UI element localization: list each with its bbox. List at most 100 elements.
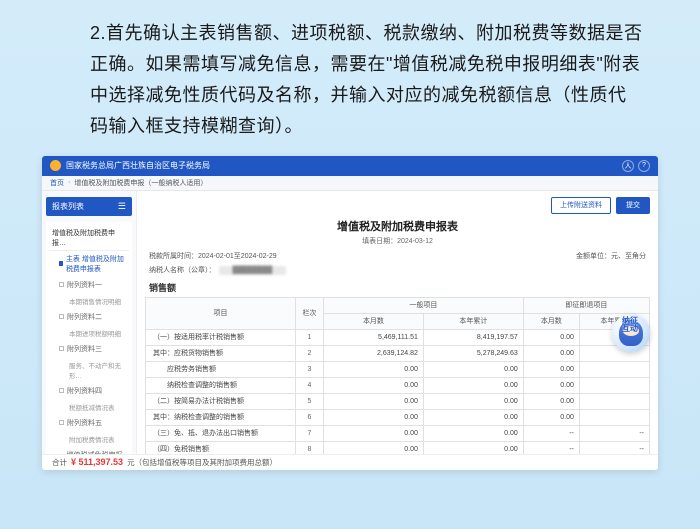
sidebar-header-label: 报表列表: [52, 201, 84, 212]
assistant-widget[interactable]: 纳征互动: [612, 314, 652, 354]
tax-app-window: 国家税务总局广西壮族自治区电子税务局 人 ? 首页 · 增值税及附加税费申报（一…: [42, 156, 658, 470]
cell[interactable]: 0.00: [423, 393, 523, 409]
sidebar-item[interactable]: 附列资料一: [49, 277, 129, 293]
cell[interactable]: --: [579, 425, 649, 441]
row-label: （四）免税销售额: [146, 441, 296, 454]
emblem-icon: [50, 160, 61, 171]
sidebar-item[interactable]: 附列资料四: [49, 383, 129, 399]
sidebar: 报表列表 ☰ 增值税及附加税费申报… 主表 增值税及附加税费申报表附列资料一本期…: [42, 191, 137, 454]
cell[interactable]: [579, 361, 649, 377]
row-num: 7: [296, 425, 324, 441]
row-num: 6: [296, 409, 324, 425]
breadcrumb-path: 增值税及附加税费申报（一般纳税人适用）: [74, 178, 207, 188]
cell[interactable]: 0.00: [523, 377, 579, 393]
table-row: 其中：应税货物销售额22,639,124.825,278,249.630.00: [146, 345, 650, 361]
col-item: 项目: [146, 297, 296, 329]
cell[interactable]: [579, 377, 649, 393]
cell[interactable]: 0.00: [324, 425, 424, 441]
row-num: 3: [296, 361, 324, 377]
cell[interactable]: 5,469,111.51: [324, 329, 424, 345]
cell[interactable]: 0.00: [423, 377, 523, 393]
cell[interactable]: 0.00: [324, 361, 424, 377]
sidebar-subitem[interactable]: 服务、不动产和无形…: [49, 357, 129, 383]
cell[interactable]: 0.00: [423, 441, 523, 454]
col-row: 栏次: [296, 297, 324, 329]
row-label: 应税劳务销售额: [146, 361, 296, 377]
total-unit: 元（包括增值税等项目及其附加项费用总额）: [127, 457, 277, 468]
row-label: 纳税检查调整的销售额: [146, 377, 296, 393]
sidebar-item[interactable]: 附列资料二: [49, 309, 129, 325]
col-year1: 本年累计: [423, 313, 523, 329]
table-row: 应税劳务销售额30.000.000.00: [146, 361, 650, 377]
instruction-paragraph: 2.首先确认主表销售额、进项税额、税款缴纳、附加税费等数据是否正确。如果需填写减…: [0, 0, 700, 156]
help-icon[interactable]: ?: [638, 160, 650, 172]
sidebar-subitem[interactable]: 附加税费情况表: [49, 431, 129, 447]
sidebar-subitem[interactable]: 本期销售情况明细: [49, 293, 129, 309]
section-sales: 销售额: [149, 281, 650, 294]
total-bar: 合计 ¥ 511,397.53 元（包括增值税等项目及其附加项费用总额）: [42, 454, 658, 470]
cell[interactable]: 0.00: [523, 329, 579, 345]
cell[interactable]: 0.00: [523, 345, 579, 361]
sidebar-header: 报表列表 ☰: [46, 197, 132, 216]
cell[interactable]: 8,419,197.57: [423, 329, 523, 345]
breadcrumb-home[interactable]: 首页: [50, 178, 64, 188]
col-month1: 本月数: [324, 313, 424, 329]
sidebar-subitem[interactable]: 税额抵减情况表: [49, 399, 129, 415]
cell[interactable]: 0.00: [423, 409, 523, 425]
cell[interactable]: 2,639,124.82: [324, 345, 424, 361]
cell[interactable]: 0.00: [523, 393, 579, 409]
cell[interactable]: 0.00: [423, 361, 523, 377]
table-row: （一）按适用税率计税销售额15,469,111.518,419,197.570.…: [146, 329, 650, 345]
cell[interactable]: [579, 393, 649, 409]
total-label: 合计: [52, 457, 67, 468]
row-label: （三）免、抵、退办法出口销售额: [146, 425, 296, 441]
cell[interactable]: 0.00: [324, 409, 424, 425]
row-label: （一）按适用税率计税销售额: [146, 329, 296, 345]
amount-unit: 金额单位：元、至角分: [576, 251, 646, 261]
title-bar: 国家税务总局广西壮族自治区电子税务局 人 ?: [42, 156, 658, 176]
total-amount: ¥ 511,397.53: [71, 457, 123, 467]
cell[interactable]: 0.00: [523, 409, 579, 425]
cell[interactable]: 0.00: [523, 361, 579, 377]
table-row: （三）免、抵、退办法出口销售额70.000.00----: [146, 425, 650, 441]
taxpayer-name: 纳税人名称（公章）：████████: [149, 265, 286, 275]
breadcrumb-sep: ·: [68, 179, 70, 186]
col-month2: 本月数: [523, 313, 579, 329]
upload-attachment-button[interactable]: 上传附送资料: [551, 197, 611, 214]
row-num: 4: [296, 377, 324, 393]
row-num: 2: [296, 345, 324, 361]
app-title: 国家税务总局广西壮族自治区电子税务局: [66, 160, 210, 171]
breadcrumb: 首页 · 增值税及附加税费申报（一般纳税人适用）: [42, 176, 658, 191]
cell[interactable]: 0.00: [324, 377, 424, 393]
menu-icon[interactable]: ☰: [118, 201, 126, 212]
col-group-general: 一般项目: [324, 297, 524, 313]
cell[interactable]: 0.00: [423, 425, 523, 441]
row-label: 其中：纳税检查调整的销售额: [146, 409, 296, 425]
sidebar-item[interactable]: 主表 增值税及附加税费申报表: [49, 251, 129, 277]
submit-button[interactable]: 提交: [616, 197, 650, 214]
cell[interactable]: --: [579, 441, 649, 454]
sidebar-panel-title: 增值税及附加税费申报…: [49, 226, 129, 251]
content-area: 上传附送资料 提交 增值税及附加税费申报表 填表日期：2024-03-12 税款…: [137, 191, 658, 454]
sidebar-item[interactable]: 附列资料五: [49, 415, 129, 431]
cell[interactable]: [579, 409, 649, 425]
sidebar-subitem[interactable]: 本期进项税额明细: [49, 325, 129, 341]
row-num: 5: [296, 393, 324, 409]
sales-table: 项目 栏次 一般项目 即征即退项目 本月数 本年累计 本月数 本年累计 （一）按…: [145, 297, 650, 454]
row-num: 1: [296, 329, 324, 345]
cell[interactable]: 5,278,249.63: [423, 345, 523, 361]
col-group-refund: 即征即退项目: [523, 297, 649, 313]
cell[interactable]: 0.00: [324, 441, 424, 454]
row-label: （二）按简易办法计税销售额: [146, 393, 296, 409]
table-row: 其中：纳税检查调整的销售额60.000.000.00: [146, 409, 650, 425]
form-period: 填表日期：2024-03-12: [145, 236, 650, 246]
user-icon[interactable]: 人: [622, 160, 634, 172]
table-row: （二）按简易办法计税销售额50.000.000.00: [146, 393, 650, 409]
cell[interactable]: 0.00: [324, 393, 424, 409]
tax-period: 税款所属时间：2024-02-01至2024-02-29: [149, 251, 277, 261]
sidebar-item[interactable]: 附列资料三: [49, 341, 129, 357]
row-label: 其中：应税货物销售额: [146, 345, 296, 361]
cell[interactable]: --: [523, 441, 579, 454]
cell[interactable]: --: [523, 425, 579, 441]
table-row: 纳税检查调整的销售额40.000.000.00: [146, 377, 650, 393]
